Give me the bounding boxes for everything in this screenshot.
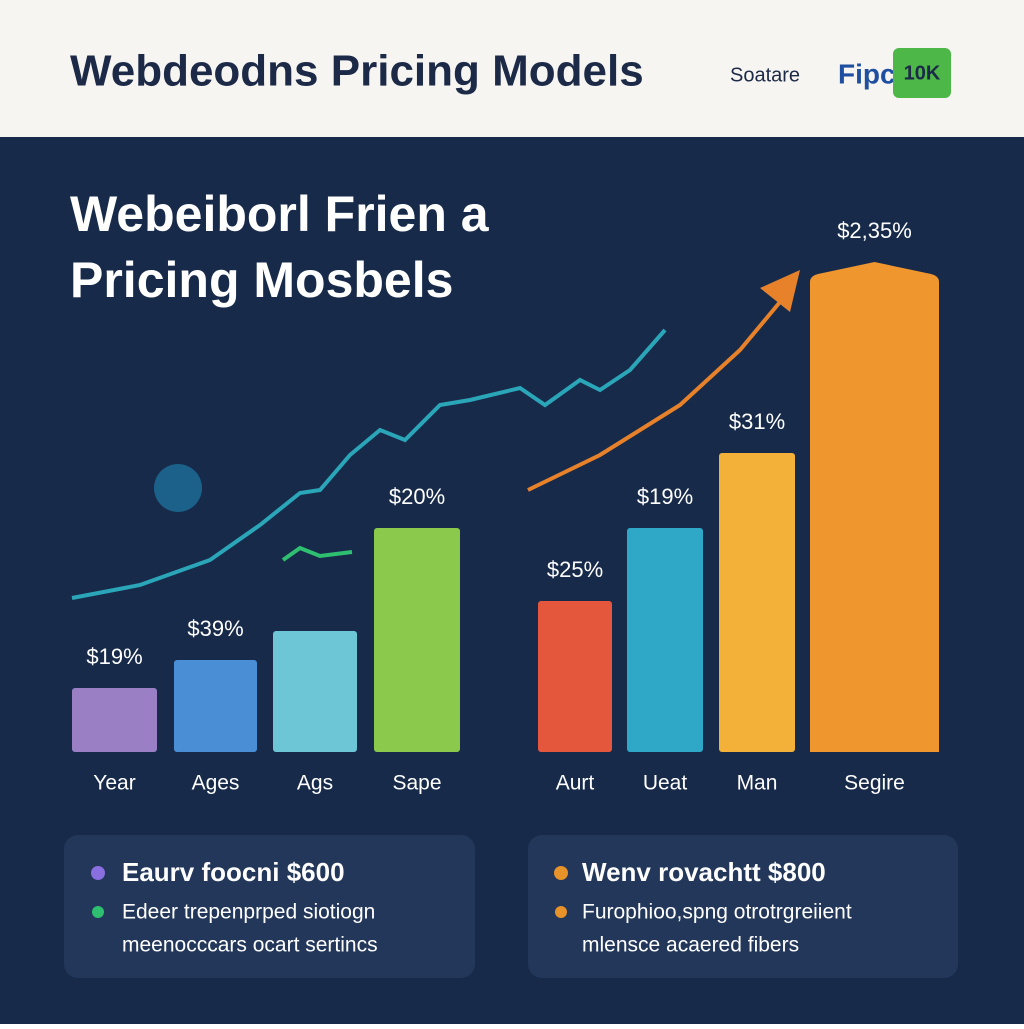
card-heading: Wenv rovachtt $800: [582, 857, 826, 887]
bar: [719, 453, 795, 752]
bar-label: $25%: [547, 557, 603, 582]
bullet: [554, 866, 568, 880]
bar: [810, 262, 939, 752]
bar: [627, 528, 703, 752]
arrow-head: [760, 270, 800, 312]
card: [528, 835, 958, 978]
bar: [273, 631, 357, 752]
bar: [538, 601, 612, 752]
bar-label: $20%: [389, 484, 445, 509]
bar-label: $39%: [187, 616, 243, 641]
bullet: [92, 906, 104, 918]
card-heading: Eaurv foocni $600: [122, 857, 345, 887]
card-text: mlensce acaered fibers: [582, 934, 799, 957]
bullet: [555, 906, 567, 918]
logo-badge-box: [893, 48, 951, 98]
category-label: Year: [93, 772, 135, 795]
category-label: Segire: [844, 772, 905, 795]
trend-arrow: [527, 288, 792, 492]
card: [64, 835, 475, 978]
bar: [374, 528, 460, 752]
header-title: Webdeodns Pricing Models: [70, 47, 644, 96]
brand: Soatare: [730, 64, 800, 86]
bar-label: $19%: [637, 484, 693, 509]
category-label: Ags: [297, 772, 333, 795]
card-text: meenocccars ocart sertincs: [122, 934, 378, 957]
bar: [174, 660, 257, 752]
chart-title: Webeiborl Frien a: [70, 186, 490, 242]
logo-badge: 10K: [904, 62, 941, 84]
card-text: Furophioo,spng otrotrgreiient: [582, 901, 852, 924]
bullet: [91, 866, 105, 880]
bar-label: $31%: [729, 409, 785, 434]
logo-text: Fipc: [838, 58, 896, 89]
decoration: [154, 464, 202, 512]
chart-title: Pricing Mosbels: [70, 252, 453, 308]
bar-label: $2,35%: [837, 218, 912, 243]
decoration: [281, 545, 353, 562]
header-band: [0, 0, 1024, 137]
bar-label: $19%: [86, 644, 142, 669]
category-label: Ages: [192, 772, 240, 795]
category-label: Ueat: [643, 772, 688, 795]
category-label: Sape: [392, 772, 441, 795]
category-label: Man: [737, 772, 778, 795]
trend-line: [71, 328, 667, 600]
card-text: Edeer trepenprped siotiogn: [122, 901, 375, 924]
bar: [72, 688, 157, 752]
category-label: Aurt: [556, 772, 595, 795]
